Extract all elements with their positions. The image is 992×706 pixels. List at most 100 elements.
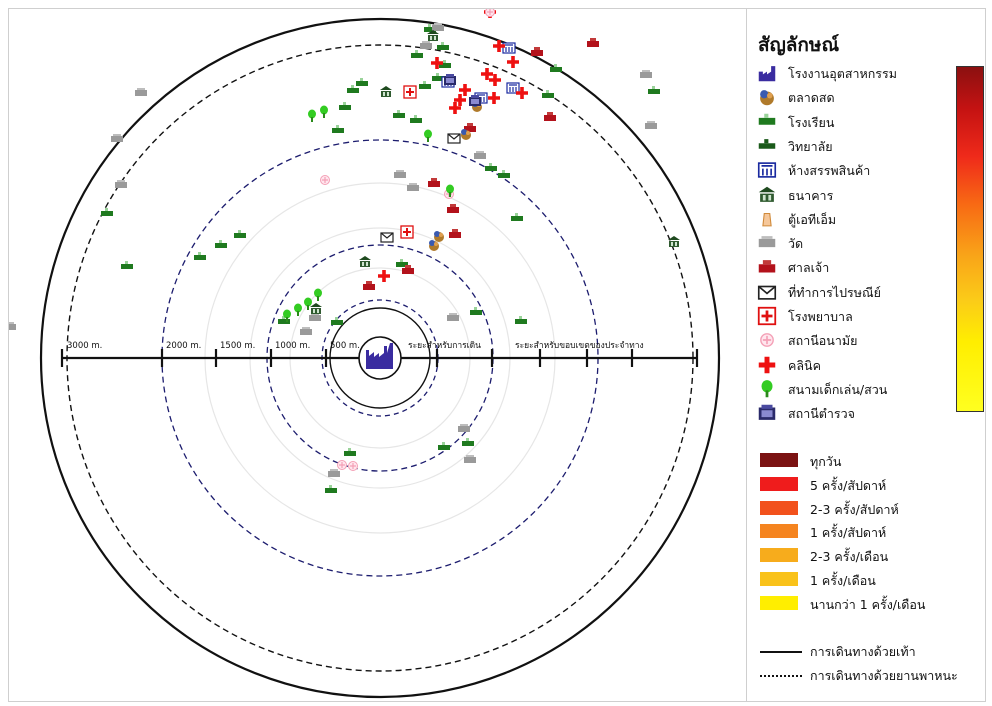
- park-marker-icon: [304, 297, 312, 310]
- school-marker-icon: [278, 316, 290, 324]
- legend-item-shrine: ศาลเจ้า: [756, 256, 946, 278]
- frequency-item: นานกว่า 1 ครั้ง/เดือน: [760, 595, 960, 613]
- legend-item-temple: วัด: [756, 232, 946, 254]
- legend-item-label: ห้างสรรพสินค้า: [788, 163, 871, 179]
- health-icon: [756, 329, 778, 351]
- scale-label-1000: 1000 m.: [275, 341, 310, 351]
- legend-item-label: ธนาคาร: [788, 187, 834, 203]
- school-marker-icon: [339, 102, 351, 110]
- scale-label-1500: 1500 m.: [220, 341, 255, 351]
- clinic-marker-icon: [481, 68, 493, 80]
- legend-item-label: คลินิค: [788, 357, 821, 373]
- legend-item-college: วิทยาลัย: [756, 135, 946, 157]
- park-marker-icon: [446, 184, 454, 197]
- central-factory-icon: [358, 336, 402, 380]
- shrine-marker-icon: [363, 281, 375, 290]
- frequency-item: 2-3 ครั้ง/เดือน: [760, 547, 960, 565]
- school-marker-icon: [393, 110, 405, 118]
- shrine-marker-icon: [449, 229, 461, 238]
- clinic-marker-icon: [449, 102, 461, 114]
- frequency-swatch: [760, 572, 798, 586]
- legend-item-mall: ห้างสรรพสินค้า: [756, 159, 946, 181]
- park-marker-icon: [308, 109, 316, 122]
- clinic-marker-icon: [507, 56, 519, 68]
- vehicle-range-label: ระยะสำหรับขอบเขตของประจำทาง: [515, 341, 644, 351]
- shrine-marker-icon: [587, 38, 599, 47]
- market-marker-icon: [461, 129, 471, 140]
- clinic-marker-icon: [493, 40, 505, 52]
- shrine-marker-icon: [428, 178, 440, 187]
- temple-marker-icon: [111, 134, 123, 142]
- legend-line-walking: การเดินทางด้วยเท้า: [760, 642, 990, 660]
- clinic-marker-icon: [516, 87, 528, 99]
- frequency-label: 1 ครั้ง/สัปดาห์: [810, 525, 887, 541]
- frequency-label: 5 ครั้ง/สัปดาห์: [810, 477, 887, 493]
- frequency-item: 5 ครั้ง/สัปดาห์: [760, 476, 960, 494]
- bank-marker-icon: [380, 86, 392, 97]
- hospital-marker-icon: [400, 225, 414, 239]
- school-marker-icon: [498, 170, 510, 178]
- park-marker-icon: [320, 105, 328, 118]
- bank-marker-icon: [427, 30, 439, 41]
- frequency-label: ทุกวัน: [810, 454, 842, 469]
- school-marker-icon: [396, 259, 408, 267]
- frequency-label: นานกว่า 1 ครั้ง/เดือน: [810, 596, 926, 612]
- health-marker-icon: [485, 9, 495, 17]
- temple-marker-icon: [135, 88, 147, 96]
- factory-icon: [756, 62, 778, 84]
- legend-item-bank: ธนาคาร: [756, 184, 946, 206]
- frequency-item: 1 ครั้ง/สัปดาห์: [760, 523, 960, 541]
- frequency-swatch: [760, 453, 798, 467]
- temple-marker-icon: [394, 170, 406, 178]
- school-marker-icon: [331, 317, 343, 325]
- bank-icon: [756, 184, 778, 206]
- police-icon: [756, 402, 778, 424]
- market-marker-icon: [434, 231, 444, 242]
- frequency-item: 2-3 ครั้ง/สัปดาห์: [760, 500, 960, 518]
- legend-item-label: สถานีอนามัย: [788, 333, 858, 349]
- frequency-swatch: [760, 595, 798, 610]
- temple-marker-icon: [9, 322, 16, 330]
- school-marker-icon: [432, 73, 444, 81]
- dashed-line-sample: [760, 675, 802, 677]
- market-marker-icon: [429, 240, 439, 251]
- scale-label-500: 500 m.: [330, 341, 360, 351]
- police-marker-icon: [469, 95, 481, 106]
- legend-item-label: วิทยาลัย: [788, 138, 833, 154]
- hospital-icon: [756, 305, 778, 327]
- legend-item-hospital: โรงพยาบาล: [756, 305, 946, 327]
- school-marker-icon: [424, 24, 436, 32]
- legend-item-label: ที่ทำการไปรษณีย์: [788, 284, 881, 300]
- scale-label-3000: 3000 m.: [67, 341, 102, 351]
- temple-marker-icon: [328, 469, 340, 477]
- clinic-marker-icon: [488, 92, 500, 104]
- shrine-marker-icon: [464, 123, 476, 132]
- school-marker-icon: [411, 50, 423, 58]
- legend-item-label: โรงพยาบาล: [788, 309, 853, 324]
- legend-title: สัญลักษณ์: [758, 34, 840, 56]
- legend-item-label: ศาลเจ้า: [788, 260, 830, 276]
- temple-marker-icon: [447, 313, 459, 321]
- market-icon: [756, 86, 778, 108]
- legend-item-school: โรงเรียน: [756, 111, 946, 133]
- legend-item-atm: ตู้เอทีเอ็ม: [756, 208, 946, 230]
- bank-marker-icon: [310, 303, 322, 314]
- legend-line-vehicle-label: การเดินทางด้วยยานพาหนะ: [810, 668, 958, 683]
- legend-line-walking-label: การเดินทางด้วยเท้า: [810, 644, 916, 659]
- school-marker-icon: [101, 208, 113, 216]
- post-icon: [756, 281, 778, 303]
- bank-marker-icon: [359, 256, 371, 267]
- school-marker-icon: [438, 442, 450, 450]
- legend-item-label: โรงงานอุตสาหกรรม: [788, 66, 897, 81]
- legend-divider: [746, 8, 747, 702]
- school-marker-icon: [121, 261, 133, 269]
- shrine-marker-icon: [402, 265, 414, 274]
- school-marker-icon: [325, 485, 337, 493]
- solid-line-sample: [760, 651, 802, 653]
- shrine-marker-icon: [447, 204, 459, 213]
- legend-item-market: ตลาดสด: [756, 86, 946, 108]
- clinic-marker-icon: [459, 84, 471, 96]
- clinic-icon: [756, 354, 778, 376]
- temple-marker-icon: [420, 41, 432, 49]
